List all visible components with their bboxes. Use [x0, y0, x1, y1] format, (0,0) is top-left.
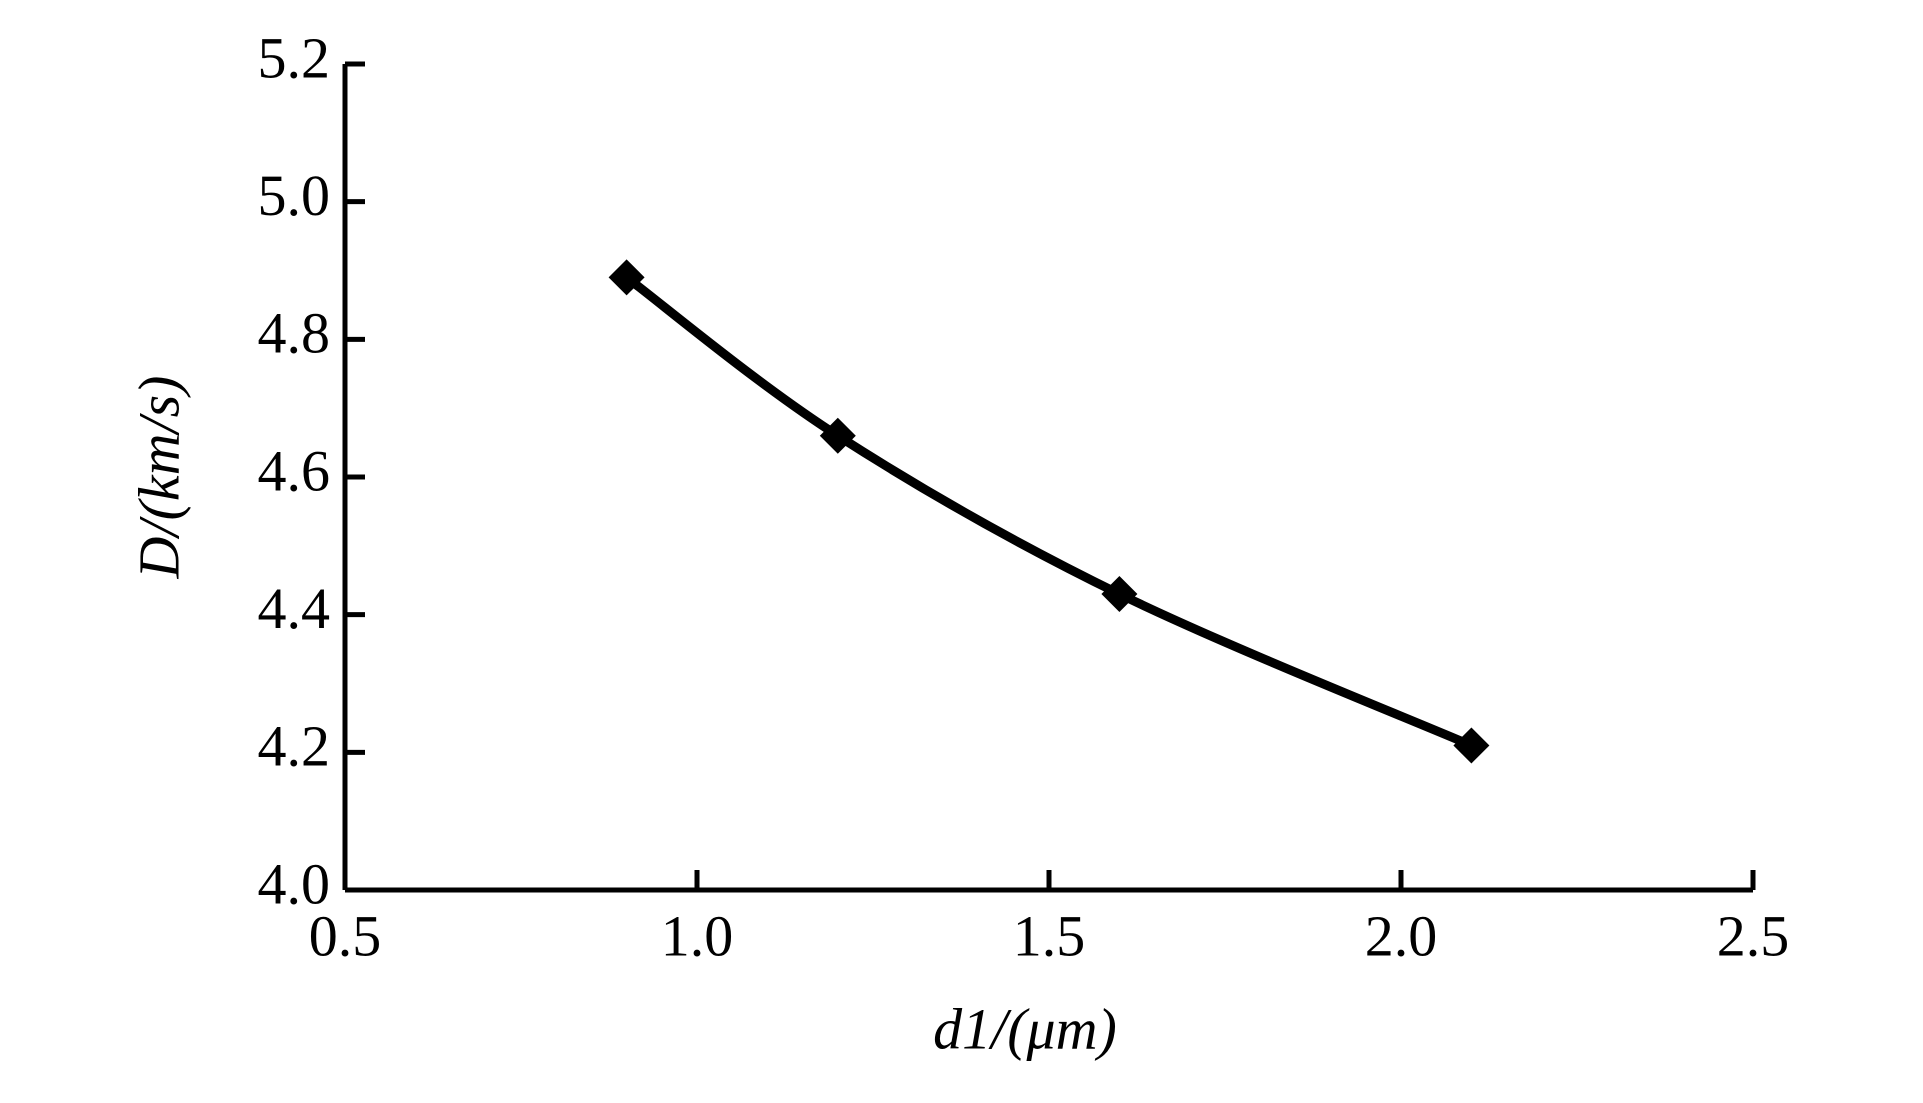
x-tick-label: 0.5: [309, 903, 382, 968]
y-tick-label: 4.4: [258, 576, 331, 641]
y-tick-label: 5.2: [258, 25, 331, 90]
y-tick-label: 4.2: [258, 714, 331, 779]
x-axis-label: d1/(μm): [933, 996, 1117, 1061]
marker: [1101, 576, 1138, 613]
y-axis-label: D/(km/s): [126, 376, 191, 580]
marker: [1453, 727, 1490, 764]
y-tick-label: 4.0: [258, 851, 331, 916]
x-tick-label: 2.0: [1365, 903, 1438, 968]
x-tick-label: 2.5: [1717, 903, 1790, 968]
x-tick-label: 1.5: [1013, 903, 1086, 968]
marker: [819, 417, 856, 454]
y-tick-label: 4.8: [258, 301, 331, 366]
y-tick-label: 5.0: [258, 163, 331, 228]
x-tick-label: 1.0: [661, 903, 734, 968]
y-tick-label: 4.6: [258, 438, 331, 503]
marker: [608, 259, 645, 296]
line: [623, 273, 1474, 750]
